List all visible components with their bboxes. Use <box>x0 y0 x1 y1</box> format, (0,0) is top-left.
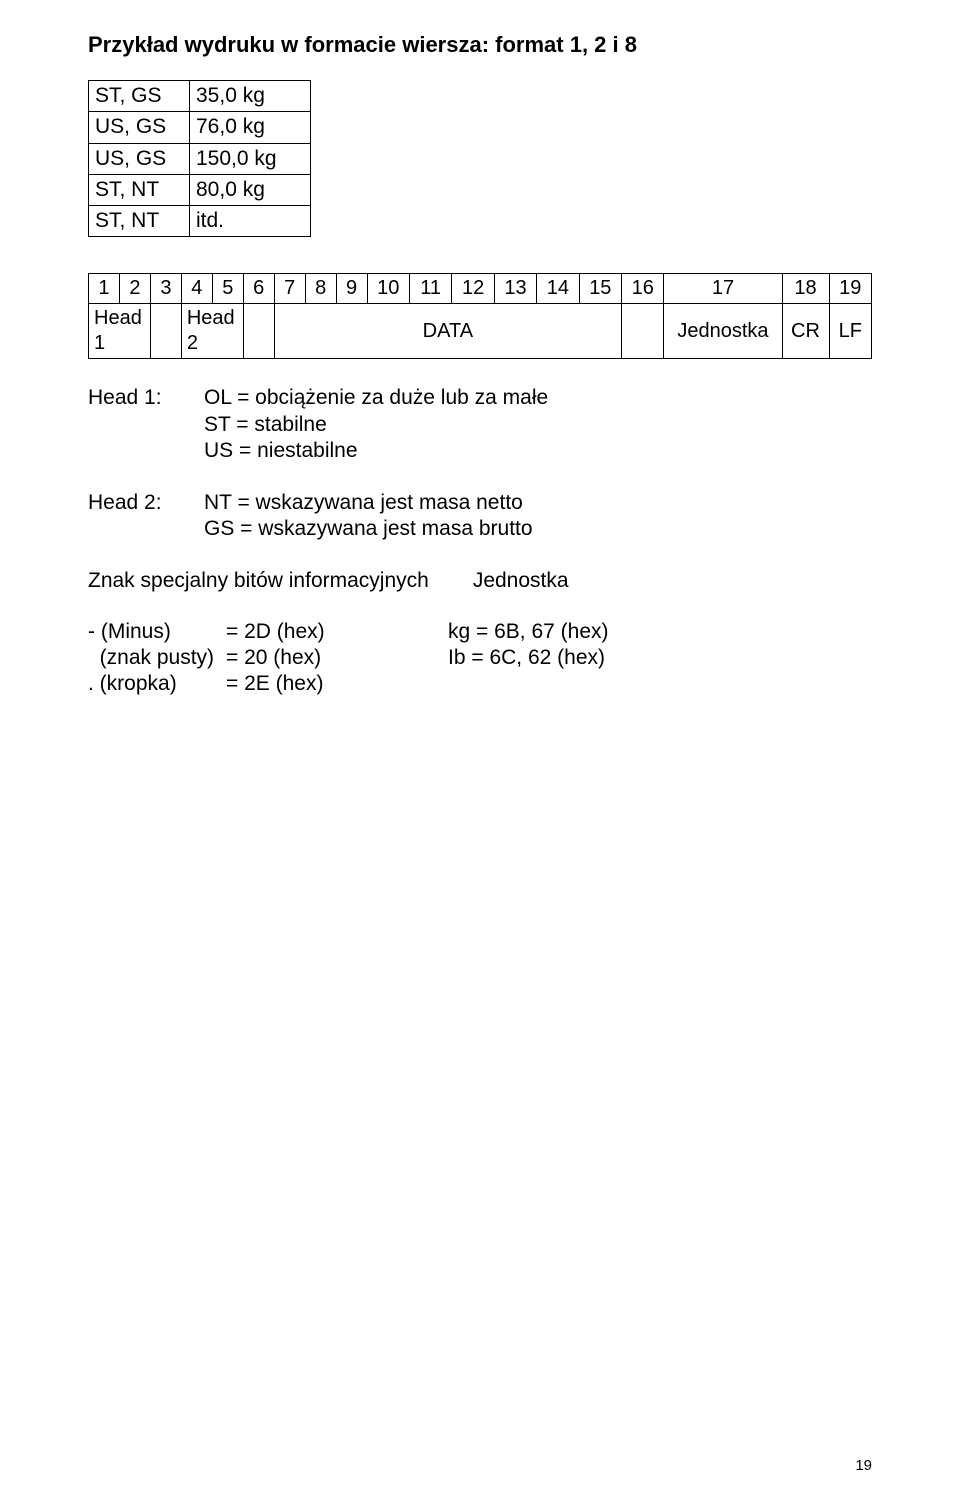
cell: Jednostka <box>664 304 782 359</box>
cell: 11 <box>409 274 451 304</box>
cell: 2 <box>119 274 150 304</box>
table-row: ST, GS 35,0 kg <box>89 81 311 112</box>
table-row: ST, NT 80,0 kg <box>89 174 311 205</box>
cell: 16 <box>622 274 664 304</box>
cell: 4 <box>181 274 212 304</box>
text-line: NT = wskazywana jest masa netto <box>204 490 533 516</box>
byte-layout-table: 1 2 3 4 5 6 7 8 9 10 11 12 13 14 15 16 1… <box>88 273 872 359</box>
cell: itd. <box>190 206 311 237</box>
cell: 15 <box>579 274 621 304</box>
cell: 14 <box>537 274 579 304</box>
head1-label: Head 1: <box>88 385 204 464</box>
cell: US, GS <box>89 112 190 143</box>
cell: ST, NT <box>89 174 190 205</box>
mapping-row: - (Minus) = 2D (hex) kg = 6B, 67 (hex) <box>88 619 872 645</box>
cell <box>150 304 181 359</box>
special-sign-line: Znak specjalny bitów informacyjnych Jedno… <box>88 569 872 593</box>
example-output-table: ST, GS 35,0 kg US, GS 76,0 kg US, GS 150… <box>88 80 311 237</box>
table-row: ST, NT itd. <box>89 206 311 237</box>
table-row: Head 1 Head 2 DATA Jednostka CR LF <box>89 304 872 359</box>
text-line: OL = obciążenie za duże lub za małe <box>204 385 548 411</box>
cell: 5 <box>212 274 243 304</box>
cell <box>622 304 664 359</box>
cell: CR <box>782 304 829 359</box>
cell: Ib = 6C, 62 (hex) <box>448 645 605 671</box>
cell: . (kropka) <box>88 671 226 697</box>
cell: 19 <box>829 274 872 304</box>
head2-body: NT = wskazywana jest masa netto GS = wsk… <box>204 490 533 543</box>
page-number: 19 <box>855 1457 872 1474</box>
table-row: US, GS 76,0 kg <box>89 112 311 143</box>
text-line: US = niestabilne <box>204 438 548 464</box>
cell: 8 <box>305 274 336 304</box>
text-line: ST = stabilne <box>204 412 548 438</box>
cell: 3 <box>150 274 181 304</box>
cell: 76,0 kg <box>190 112 311 143</box>
cell: Head 1 <box>89 304 151 359</box>
cell: (znak pusty) <box>88 645 226 671</box>
cell: 10 <box>367 274 409 304</box>
special-sign-right: Jednostka <box>473 569 569 592</box>
cell: ST, GS <box>89 81 190 112</box>
head2-label: Head 2: <box>88 490 204 543</box>
cell: 6 <box>243 274 274 304</box>
table-row: 1 2 3 4 5 6 7 8 9 10 11 12 13 14 15 16 1… <box>89 274 872 304</box>
cell: 1 <box>89 274 120 304</box>
cell: LF <box>829 304 872 359</box>
table-row: US, GS 150,0 kg <box>89 143 311 174</box>
cell: = 2D (hex) <box>226 619 448 645</box>
cell: 12 <box>452 274 494 304</box>
head1-block: Head 1: OL = obciążenie za duże lub za m… <box>88 385 872 464</box>
head1-body: OL = obciążenie za duże lub za małe ST =… <box>204 385 548 464</box>
cell: = 2E (hex) <box>226 671 448 697</box>
cell: 17 <box>664 274 782 304</box>
cell <box>243 304 274 359</box>
hex-mapping: - (Minus) = 2D (hex) kg = 6B, 67 (hex) (… <box>88 619 872 698</box>
text-line: GS = wskazywana jest masa brutto <box>204 516 533 542</box>
cell: kg = 6B, 67 (hex) <box>448 619 609 645</box>
cell: US, GS <box>89 143 190 174</box>
cell: 18 <box>782 274 829 304</box>
page-heading: Przykład wydruku w formacie wiersza: for… <box>88 32 872 58</box>
cell: 35,0 kg <box>190 81 311 112</box>
cell: = 20 (hex) <box>226 645 448 671</box>
mapping-row: . (kropka) = 2E (hex) <box>88 671 872 697</box>
cell: DATA <box>274 304 621 359</box>
cell: 150,0 kg <box>190 143 311 174</box>
cell: 7 <box>274 274 305 304</box>
mapping-row: (znak pusty) = 20 (hex) Ib = 6C, 62 (hex… <box>88 645 872 671</box>
cell: Head 2 <box>181 304 243 359</box>
cell: 9 <box>336 274 367 304</box>
cell: - (Minus) <box>88 619 226 645</box>
special-sign-left: Znak specjalny bitów informacyjnych <box>88 569 429 592</box>
head2-block: Head 2: NT = wskazywana jest masa netto … <box>88 490 872 543</box>
cell: ST, NT <box>89 206 190 237</box>
cell: 80,0 kg <box>190 174 311 205</box>
cell: 13 <box>494 274 536 304</box>
